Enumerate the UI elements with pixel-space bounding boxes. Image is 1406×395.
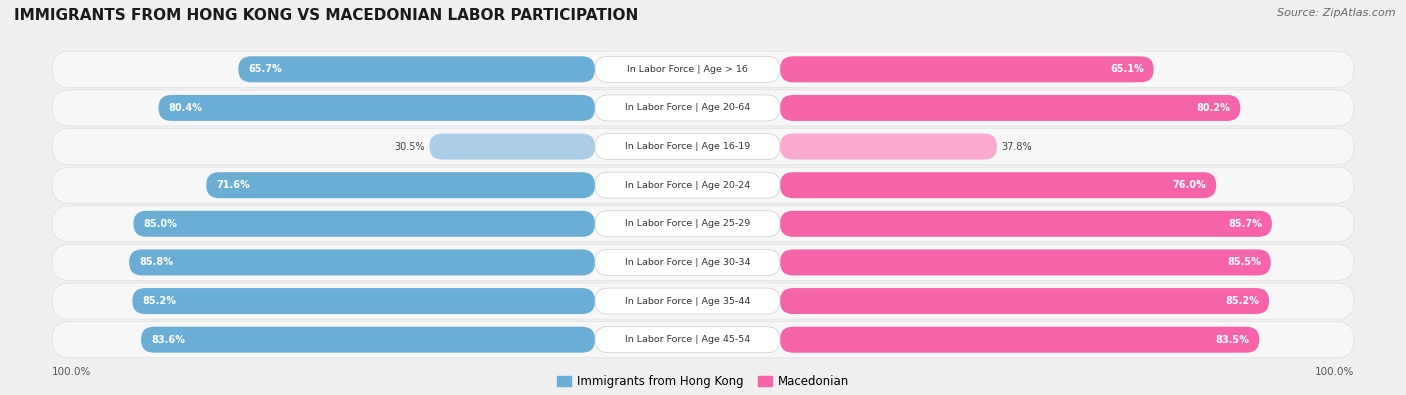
Text: In Labor Force | Age 20-24: In Labor Force | Age 20-24 — [624, 181, 751, 190]
Text: 85.8%: 85.8% — [139, 258, 173, 267]
FancyBboxPatch shape — [780, 211, 1272, 237]
FancyBboxPatch shape — [595, 211, 780, 237]
FancyBboxPatch shape — [429, 134, 595, 160]
Text: 37.8%: 37.8% — [1001, 141, 1032, 152]
Text: In Labor Force | Age 45-54: In Labor Force | Age 45-54 — [624, 335, 751, 344]
FancyBboxPatch shape — [780, 327, 1260, 353]
Text: In Labor Force | Age 25-29: In Labor Force | Age 25-29 — [624, 219, 751, 228]
FancyBboxPatch shape — [52, 167, 1354, 203]
FancyBboxPatch shape — [52, 51, 1354, 87]
Text: In Labor Force | Age > 16: In Labor Force | Age > 16 — [627, 65, 748, 74]
Text: In Labor Force | Age 16-19: In Labor Force | Age 16-19 — [624, 142, 751, 151]
FancyBboxPatch shape — [595, 172, 780, 198]
FancyBboxPatch shape — [595, 134, 780, 160]
FancyBboxPatch shape — [52, 128, 1354, 165]
Text: IMMIGRANTS FROM HONG KONG VS MACEDONIAN LABOR PARTICIPATION: IMMIGRANTS FROM HONG KONG VS MACEDONIAN … — [14, 8, 638, 23]
FancyBboxPatch shape — [780, 249, 1271, 275]
Text: 65.7%: 65.7% — [249, 64, 283, 74]
FancyBboxPatch shape — [52, 90, 1354, 126]
FancyBboxPatch shape — [595, 249, 780, 275]
FancyBboxPatch shape — [132, 288, 595, 314]
Text: 80.2%: 80.2% — [1197, 103, 1230, 113]
FancyBboxPatch shape — [159, 95, 595, 121]
FancyBboxPatch shape — [595, 56, 780, 82]
FancyBboxPatch shape — [780, 95, 1240, 121]
Text: 80.4%: 80.4% — [169, 103, 202, 113]
Text: 100.0%: 100.0% — [1315, 367, 1354, 377]
FancyBboxPatch shape — [134, 211, 595, 237]
FancyBboxPatch shape — [207, 172, 595, 198]
FancyBboxPatch shape — [595, 95, 780, 121]
FancyBboxPatch shape — [780, 134, 997, 160]
Text: In Labor Force | Age 20-64: In Labor Force | Age 20-64 — [624, 103, 751, 113]
FancyBboxPatch shape — [595, 288, 780, 314]
Text: 65.1%: 65.1% — [1109, 64, 1143, 74]
Text: In Labor Force | Age 35-44: In Labor Force | Age 35-44 — [624, 297, 751, 306]
FancyBboxPatch shape — [52, 322, 1354, 358]
FancyBboxPatch shape — [52, 283, 1354, 319]
Text: 83.5%: 83.5% — [1215, 335, 1250, 345]
Text: 100.0%: 100.0% — [52, 367, 91, 377]
Text: 71.6%: 71.6% — [217, 180, 250, 190]
Legend: Immigrants from Hong Kong, Macedonian: Immigrants from Hong Kong, Macedonian — [557, 375, 849, 388]
Text: 85.2%: 85.2% — [1225, 296, 1258, 306]
FancyBboxPatch shape — [52, 206, 1354, 242]
Text: 83.6%: 83.6% — [150, 335, 186, 345]
FancyBboxPatch shape — [780, 56, 1154, 82]
FancyBboxPatch shape — [52, 245, 1354, 280]
Text: 85.0%: 85.0% — [143, 219, 177, 229]
FancyBboxPatch shape — [780, 172, 1216, 198]
FancyBboxPatch shape — [238, 56, 595, 82]
FancyBboxPatch shape — [129, 249, 595, 275]
Text: 85.5%: 85.5% — [1227, 258, 1261, 267]
FancyBboxPatch shape — [595, 327, 780, 353]
Text: 30.5%: 30.5% — [395, 141, 426, 152]
FancyBboxPatch shape — [780, 288, 1270, 314]
Text: In Labor Force | Age 30-34: In Labor Force | Age 30-34 — [624, 258, 751, 267]
Text: 76.0%: 76.0% — [1173, 180, 1206, 190]
Text: 85.7%: 85.7% — [1227, 219, 1263, 229]
Text: 85.2%: 85.2% — [142, 296, 176, 306]
Text: Source: ZipAtlas.com: Source: ZipAtlas.com — [1278, 8, 1396, 18]
FancyBboxPatch shape — [141, 327, 595, 353]
